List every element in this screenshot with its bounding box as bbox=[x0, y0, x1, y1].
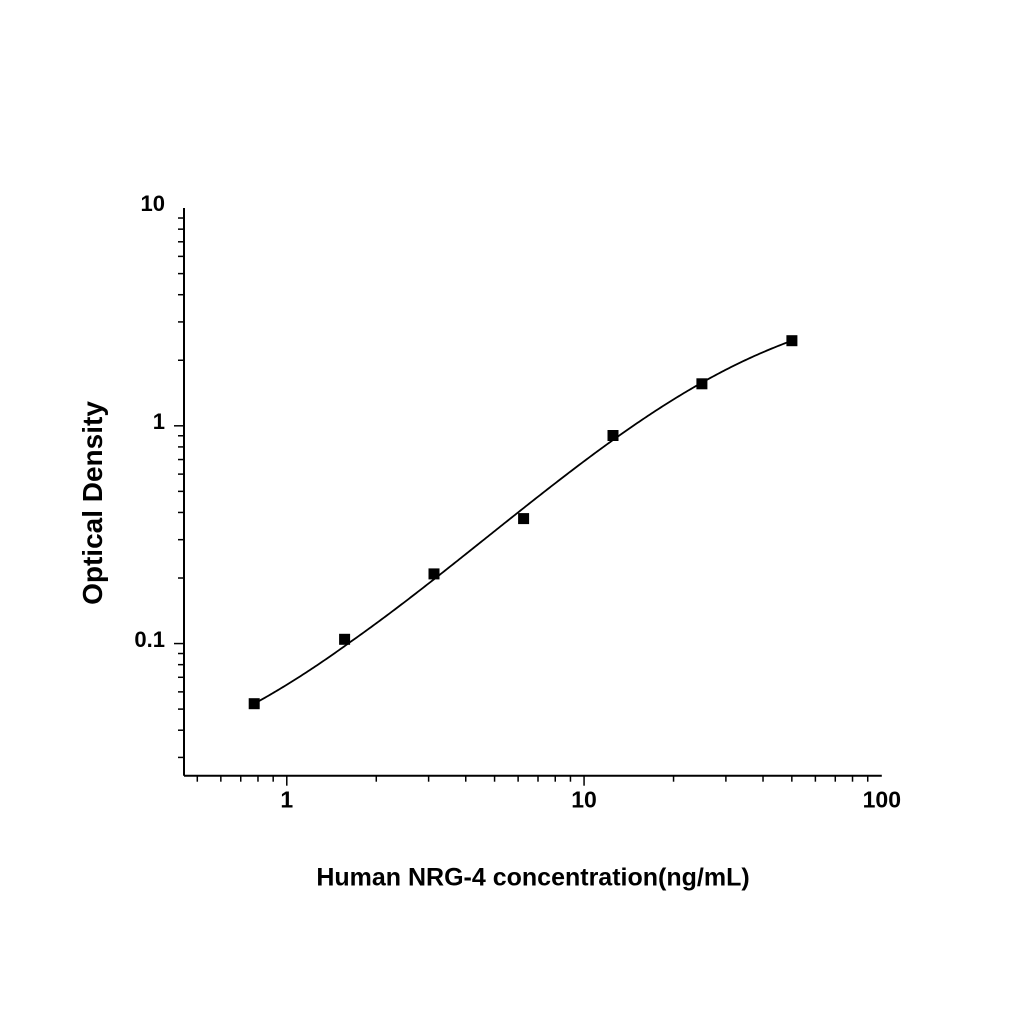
svg-text:1: 1 bbox=[280, 787, 293, 813]
svg-text:10: 10 bbox=[141, 191, 165, 216]
svg-text:10: 10 bbox=[571, 787, 597, 813]
svg-text:0.1: 0.1 bbox=[134, 627, 165, 652]
svg-text:100: 100 bbox=[863, 787, 901, 813]
svg-text:1: 1 bbox=[153, 409, 165, 434]
